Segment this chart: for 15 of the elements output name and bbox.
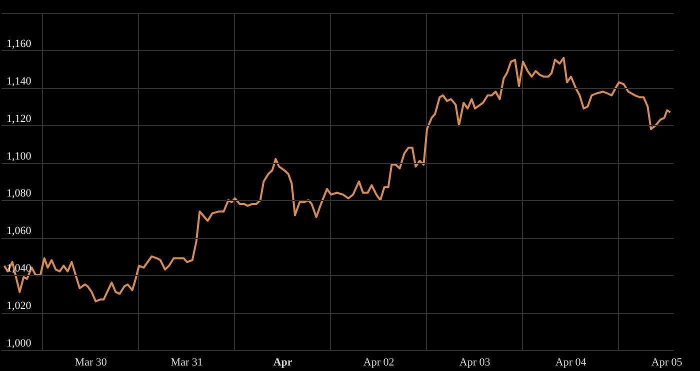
x-tick-label: Apr 05	[651, 356, 683, 368]
x-tick-label: Apr 04	[555, 356, 587, 368]
x-tick-label: Mar 31	[170, 356, 203, 368]
y-tick-label: 1,000	[6, 338, 32, 350]
x-tick-label: Mar 30	[74, 356, 108, 368]
y-tick-label: 1,100	[6, 150, 32, 162]
x-tick-label: Apr	[273, 356, 292, 368]
y-tick-label: 1,060	[6, 225, 32, 238]
y-tick-label: 1,140	[6, 75, 32, 88]
x-tick-label: Apr 02	[363, 356, 394, 368]
y-tick-label: 1,020	[6, 300, 32, 312]
y-tick-label: 1,080	[6, 188, 32, 200]
y-tick-label: 1,120	[6, 112, 32, 125]
y-tick-label: 1,160	[6, 38, 32, 50]
x-tick-label: Apr 03	[459, 356, 491, 368]
